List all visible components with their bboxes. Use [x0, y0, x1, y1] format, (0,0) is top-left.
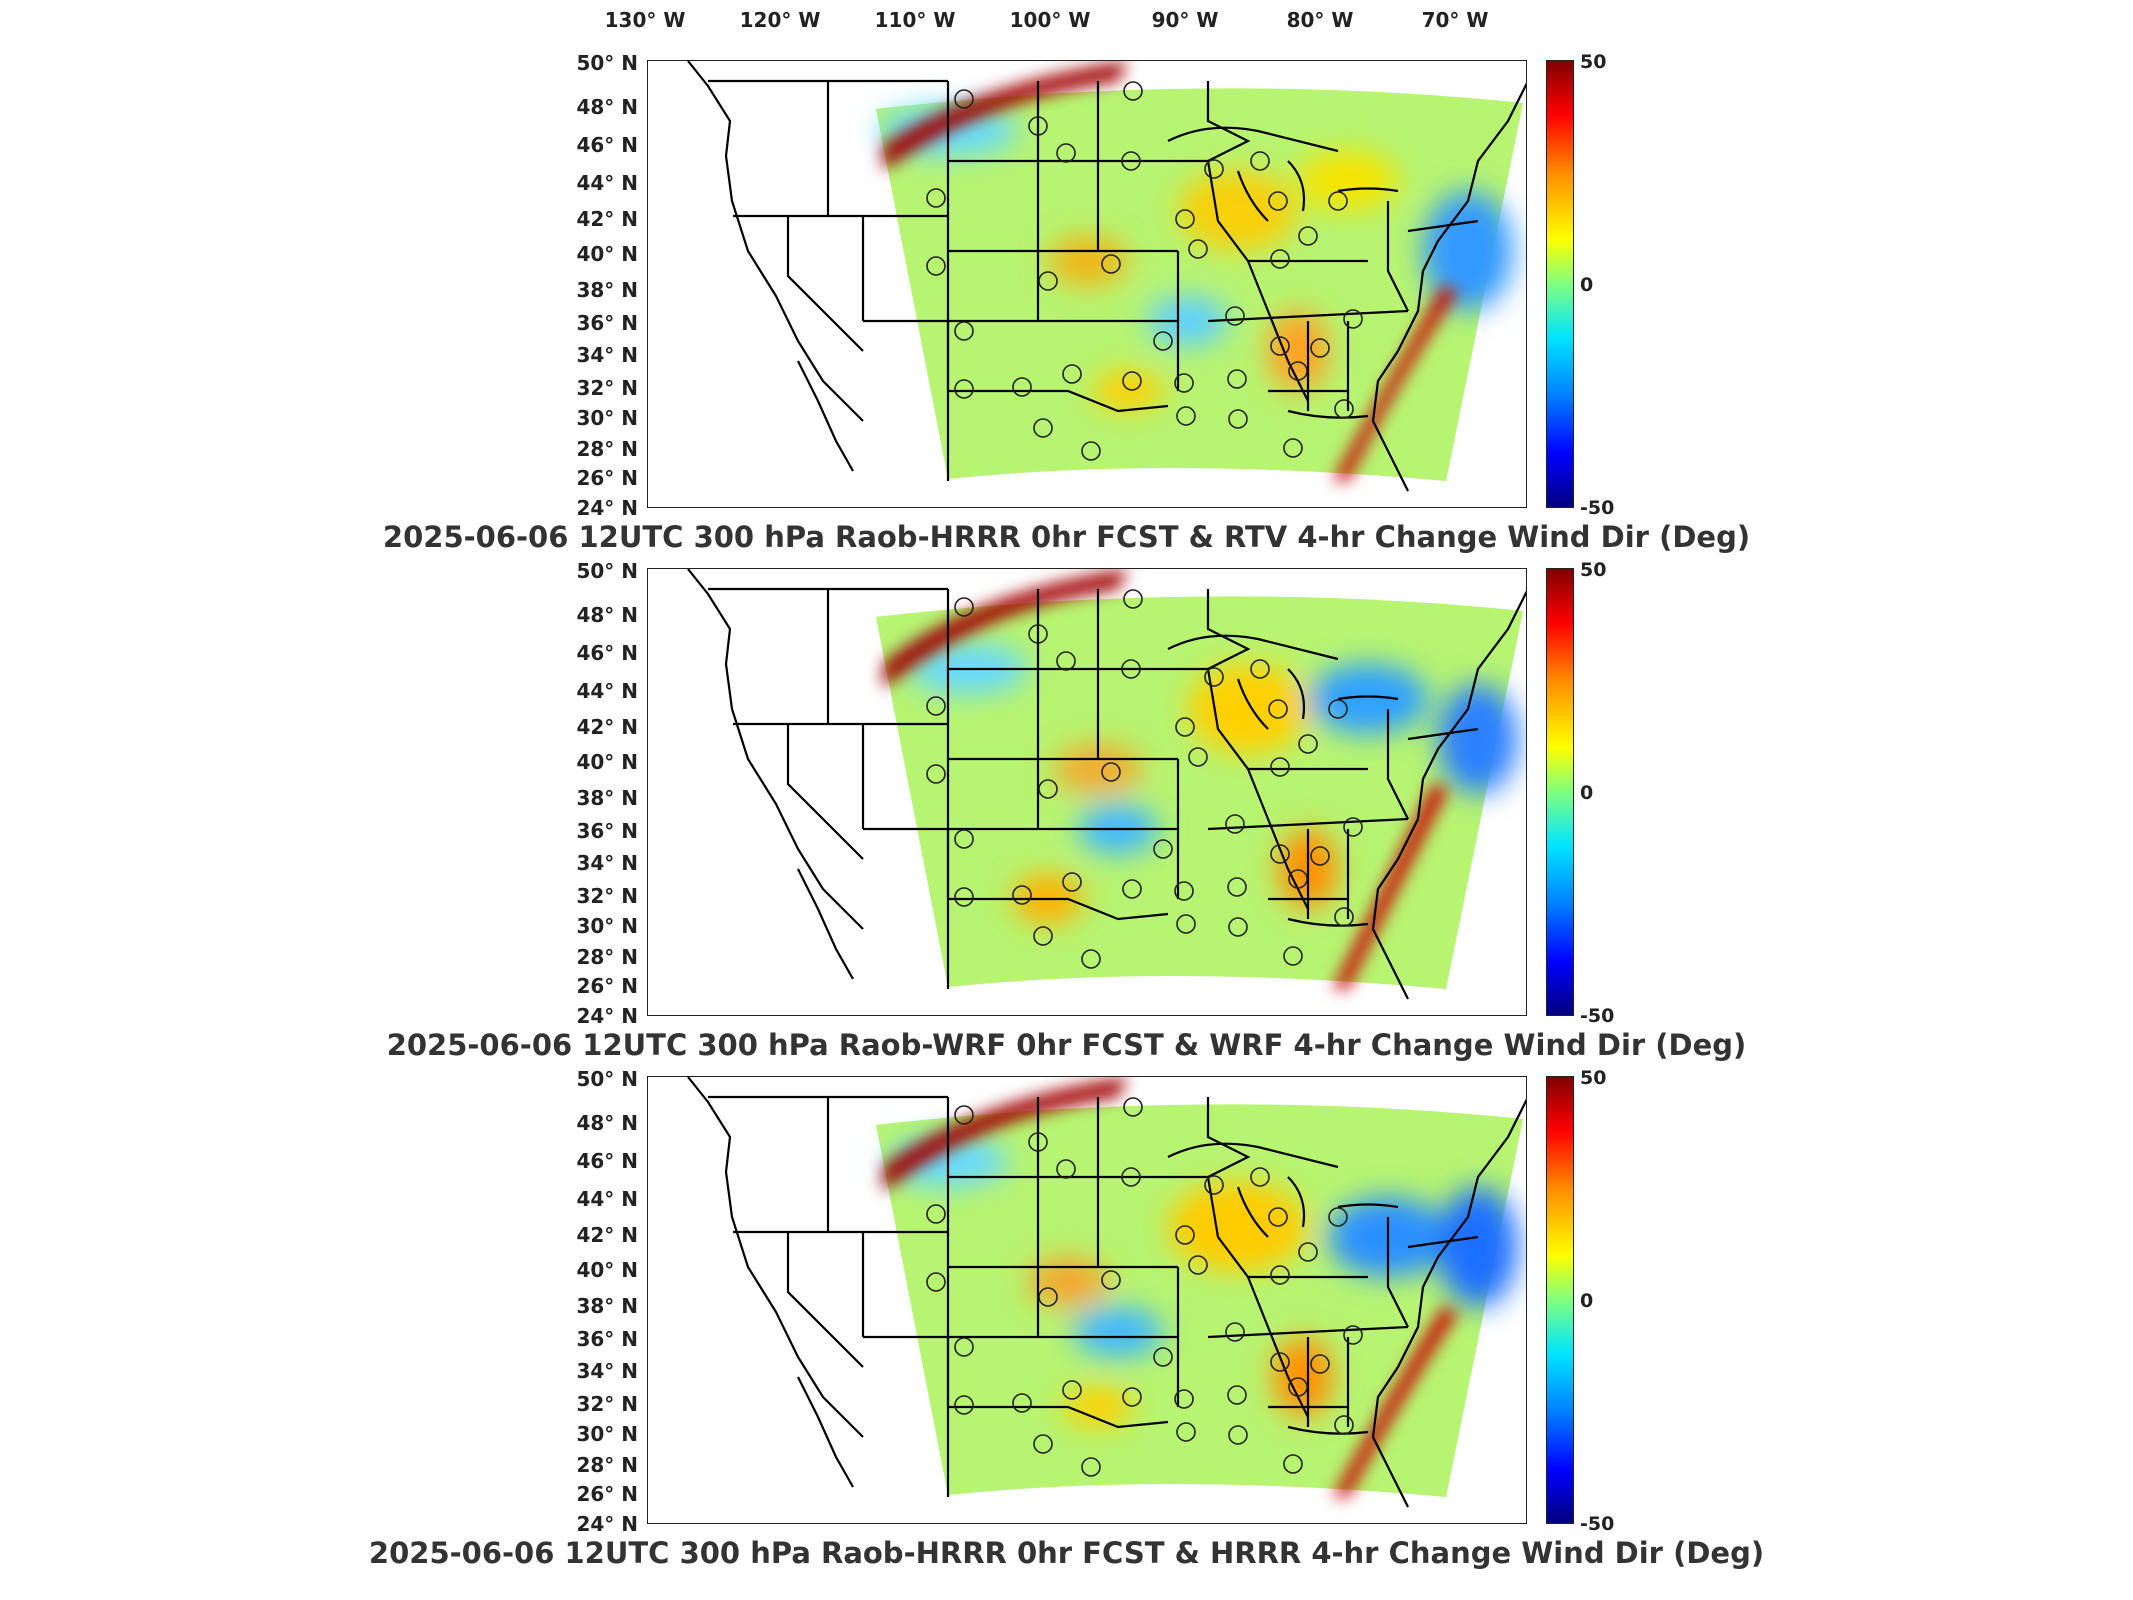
lat-label-42n: 42° N — [576, 207, 638, 231]
colorbar-mid-label: 0 — [1580, 274, 1594, 296]
lon-label-70w: 70° W — [1421, 8, 1489, 32]
lat-label-28n: 28° N — [576, 945, 638, 969]
lat-label-48n: 48° N — [576, 603, 638, 627]
colorbar-max-label: 50 — [1580, 51, 1607, 73]
lat-label-44n: 44° N — [576, 1187, 638, 1211]
lat-label-26n: 26° N — [576, 1482, 638, 1506]
lon-label-120w: 120° W — [739, 8, 821, 32]
lat-label-28n: 28° N — [576, 1453, 638, 1477]
lat-label-34n: 34° N — [576, 851, 638, 875]
lat-label-50n: 50° N — [576, 51, 638, 75]
colorbar-2 — [1546, 568, 1574, 1016]
colorbar-max-label: 50 — [1580, 559, 1607, 581]
lon-label-130w: 130° W — [604, 8, 686, 32]
lat-label-30n: 30° N — [576, 1422, 638, 1446]
lat-label-24n: 24° N — [576, 1512, 638, 1536]
lon-label-90w: 90° W — [1151, 8, 1219, 32]
lat-label-24n: 24° N — [576, 496, 638, 520]
lat-label-42n: 42° N — [576, 1223, 638, 1247]
panel-title-1: 2025-06-06 12UTC 300 hPa Raob-HRRR 0hr F… — [382, 520, 1751, 554]
lat-label-26n: 26° N — [576, 466, 638, 490]
lat-label-36n: 36° N — [576, 1327, 638, 1351]
lat-label-36n: 36° N — [576, 311, 638, 335]
lat-label-42n: 42° N — [576, 715, 638, 739]
lat-label-50n: 50° N — [576, 1067, 638, 1091]
lat-label-38n: 38° N — [576, 786, 638, 810]
lat-label-38n: 38° N — [576, 278, 638, 302]
lat-label-30n: 30° N — [576, 406, 638, 430]
colorbar-mid-label: 0 — [1580, 782, 1594, 804]
lat-label-44n: 44° N — [576, 171, 638, 195]
lat-label-40n: 40° N — [576, 242, 638, 266]
map-field-2 — [647, 568, 1527, 1016]
panel-title-2: 2025-06-06 12UTC 300 hPa Raob-WRF 0hr FC… — [386, 1028, 1747, 1062]
lat-label-40n: 40° N — [576, 750, 638, 774]
lat-label-36n: 36° N — [576, 819, 638, 843]
map-field-3 — [647, 1076, 1527, 1524]
lat-label-46n: 46° N — [576, 641, 638, 665]
lat-label-26n: 26° N — [576, 974, 638, 998]
lat-label-46n: 46° N — [576, 133, 638, 157]
longitude-axis: 130° W 120° W 110° W 100° W 90° W 80° W … — [0, 8, 2133, 38]
lat-label-48n: 48° N — [576, 95, 638, 119]
lat-label-50n: 50° N — [576, 559, 638, 583]
colorbar-1 — [1546, 60, 1574, 508]
lon-label-100w: 100° W — [1009, 8, 1091, 32]
panel-title-3: 2025-06-06 12UTC 300 hPa Raob-HRRR 0hr F… — [368, 1536, 1765, 1570]
lat-label-32n: 32° N — [576, 1392, 638, 1416]
colorbar-max-label: 50 — [1580, 1067, 1607, 1089]
colorbar-min-label: -50 — [1580, 497, 1615, 519]
lat-label-38n: 38° N — [576, 1294, 638, 1318]
lat-label-24n: 24° N — [576, 1004, 638, 1028]
lon-label-80w: 80° W — [1286, 8, 1354, 32]
lat-label-46n: 46° N — [576, 1149, 638, 1173]
colorbar-3 — [1546, 1076, 1574, 1524]
lat-label-44n: 44° N — [576, 679, 638, 703]
lat-label-40n: 40° N — [576, 1258, 638, 1282]
lat-label-34n: 34° N — [576, 343, 638, 367]
colorbar-mid-label: 0 — [1580, 1290, 1594, 1312]
lat-label-32n: 32° N — [576, 376, 638, 400]
colorbar-min-label: -50 — [1580, 1005, 1615, 1027]
lat-label-28n: 28° N — [576, 437, 638, 461]
lat-label-30n: 30° N — [576, 914, 638, 938]
colorbar-min-label: -50 — [1580, 1513, 1615, 1535]
lat-label-32n: 32° N — [576, 884, 638, 908]
lon-label-110w: 110° W — [874, 8, 956, 32]
lat-label-34n: 34° N — [576, 1359, 638, 1383]
map-field-1 — [647, 60, 1527, 508]
lat-label-48n: 48° N — [576, 1111, 638, 1135]
